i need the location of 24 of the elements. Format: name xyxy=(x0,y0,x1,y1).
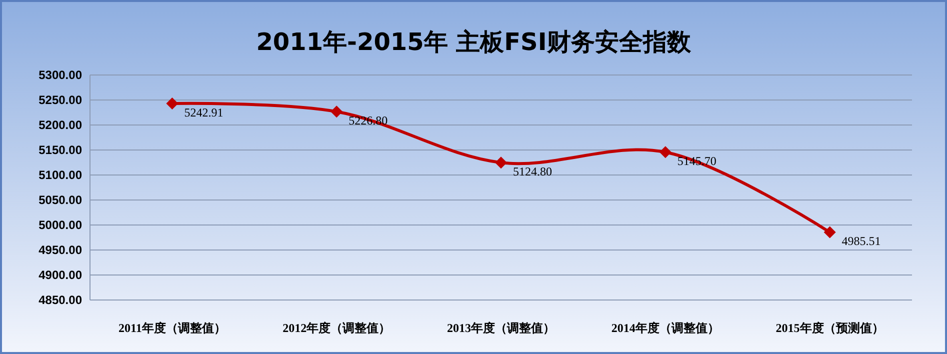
data-label: 5242.91 xyxy=(184,106,224,120)
y-tick-label: 5250.00 xyxy=(38,93,82,107)
point xyxy=(330,106,343,118)
y-tick-label: 5100.00 xyxy=(38,168,82,182)
y-tick-label: 5150.00 xyxy=(38,143,82,157)
y-tick-label: 5050.00 xyxy=(38,193,82,207)
point xyxy=(166,98,178,110)
y-tick-label: 4900.00 xyxy=(38,268,82,282)
chart-title: 2011年-2015年 主板FSI财务安全指数 xyxy=(256,28,692,56)
point xyxy=(824,226,836,238)
y-tick-label: 4950.00 xyxy=(38,243,82,257)
y-tick-label: 5000.00 xyxy=(38,218,82,232)
point xyxy=(495,156,507,169)
x-tick-label: 2014年度（调整值） xyxy=(611,321,720,335)
data-label: 4985.51 xyxy=(842,234,881,248)
x-tick-label: 2011年度（调整值） xyxy=(118,321,226,335)
y-tick-label: 5300.00 xyxy=(38,68,82,82)
x-tick-label: 2013年度（调整值） xyxy=(447,321,555,335)
y-tick-label: 4850.00 xyxy=(38,293,82,307)
data-label: 5124.80 xyxy=(513,164,552,179)
point xyxy=(659,146,672,158)
x-tick-label: 2015年度（预测值） xyxy=(776,321,884,335)
x-tick-label: 2012年度（调整值） xyxy=(282,321,391,335)
y-tick-label: 5200.00 xyxy=(38,118,82,132)
